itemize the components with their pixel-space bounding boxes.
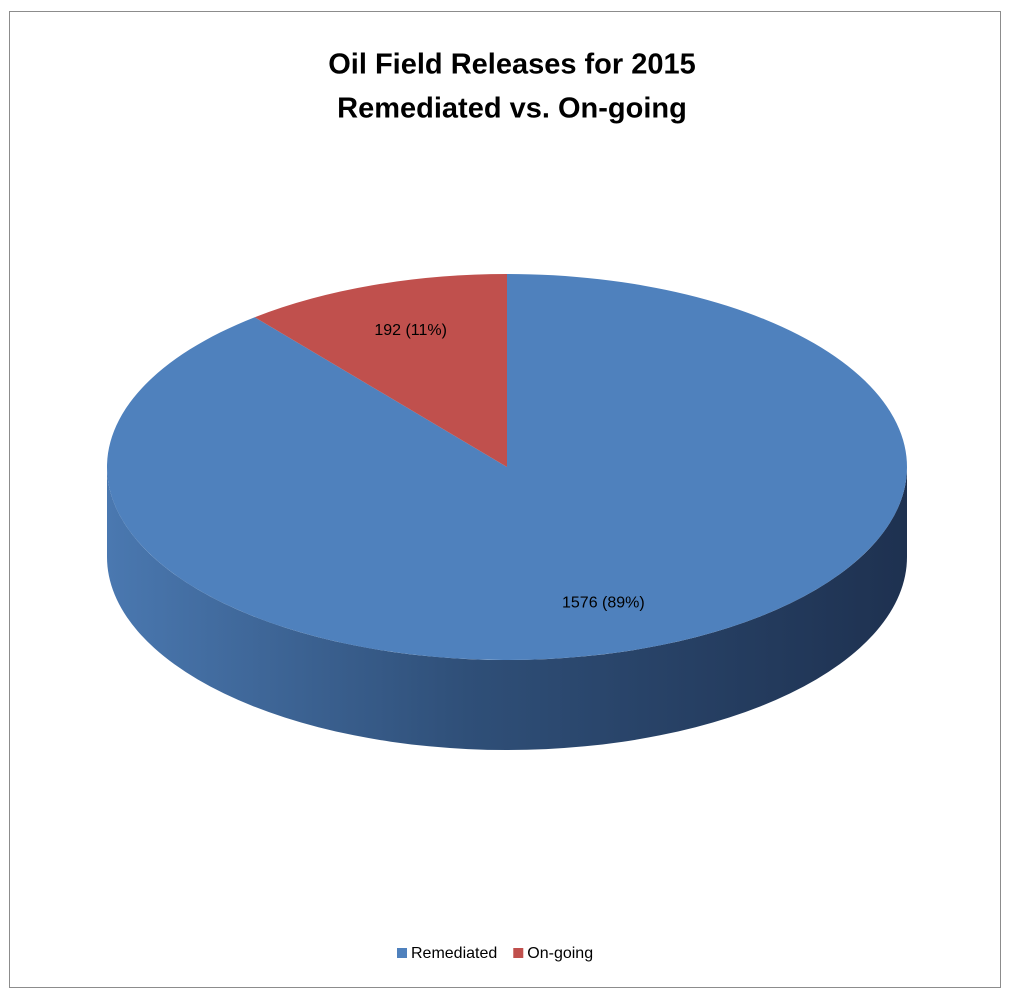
- pie-side: [107, 467, 907, 750]
- data-label: 1576 (89%): [562, 595, 645, 612]
- chart-title: Oil Field Releases for 2015: [328, 49, 696, 81]
- legend-label: Remediated: [411, 945, 497, 962]
- data-label: 192 (11%): [374, 322, 447, 339]
- legend-swatch: [513, 948, 524, 958]
- legend-swatch: [397, 948, 407, 958]
- chart-subtitle: Remediated vs. On-going: [337, 93, 687, 125]
- legend-label: On-going: [527, 945, 593, 962]
- pie-slice: [254, 274, 507, 467]
